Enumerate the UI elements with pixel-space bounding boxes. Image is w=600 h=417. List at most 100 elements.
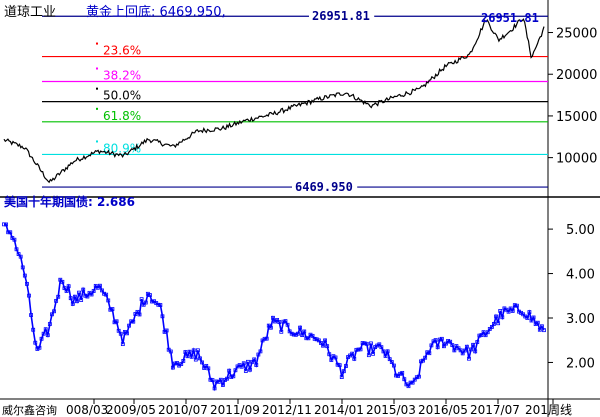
yield-point	[164, 328, 169, 333]
yield-point	[421, 358, 425, 363]
yield-point	[29, 313, 34, 317]
yield-point	[479, 333, 484, 337]
fib-bound-label-bg	[292, 179, 358, 195]
yield-point	[14, 247, 19, 252]
yield-point	[450, 343, 455, 348]
fib-level-label: 61.8%	[103, 109, 141, 123]
fib-level-label: 50.0%	[103, 89, 141, 103]
yield-point	[350, 351, 355, 356]
yield-point	[406, 384, 411, 389]
yield-point	[444, 341, 448, 346]
y-tick-label: 10000	[556, 152, 597, 167]
y-tick-label: 20000	[556, 68, 597, 83]
yield-point	[68, 296, 73, 301]
yield-point	[381, 349, 386, 354]
yield-point	[262, 336, 267, 341]
yield-point	[427, 351, 432, 356]
yield-point	[506, 309, 511, 314]
yield-point	[268, 325, 273, 330]
yield-point	[264, 336, 269, 341]
yield-point	[85, 294, 90, 299]
yield-point	[329, 358, 334, 362]
yield-point	[120, 342, 125, 347]
x-tick-label: 2015/03	[366, 403, 416, 417]
yield-point	[325, 344, 330, 349]
yield-point	[258, 349, 263, 354]
yield-point	[400, 370, 405, 375]
yield-point	[387, 357, 392, 362]
yield-point	[218, 377, 223, 382]
yield-point	[402, 377, 407, 382]
yield-point	[252, 357, 257, 362]
yield-point	[339, 375, 344, 379]
yield-point	[112, 320, 117, 325]
yield-point	[304, 336, 309, 341]
yield-point	[464, 344, 469, 349]
yield-point	[131, 319, 136, 324]
yield-point	[206, 366, 211, 371]
fib-bound-label: 26951.81	[312, 9, 370, 23]
y-tick-label: 25000	[556, 27, 597, 42]
yield-point	[195, 348, 200, 353]
yield-point	[462, 348, 467, 353]
x-tick-label: 2016/05	[418, 403, 468, 417]
yield-point	[456, 346, 461, 351]
yield-point	[41, 331, 46, 336]
x-tick-label: 201	[525, 403, 548, 417]
yield-point	[437, 337, 442, 342]
fib-bound-label: 6469.950	[295, 180, 353, 194]
yield-point	[248, 367, 252, 372]
yield-point	[398, 371, 403, 376]
fib-level-label: 23.6%	[103, 44, 141, 58]
yield-point	[160, 314, 165, 319]
yield-point	[341, 369, 346, 374]
yield-point	[66, 284, 71, 289]
yield-point	[45, 333, 50, 338]
fib-level-marker	[96, 140, 98, 143]
yield-point	[81, 287, 86, 292]
yield-point	[364, 341, 369, 346]
yield-point	[369, 341, 373, 346]
yield-point	[496, 321, 501, 326]
y-tick-label: 3.00	[566, 312, 595, 327]
yield-point	[250, 359, 255, 364]
yield-point	[410, 380, 415, 385]
yield-point	[229, 375, 234, 379]
period-label: 周线	[548, 403, 572, 417]
yield-point	[22, 273, 27, 278]
yield-point	[233, 368, 238, 373]
yield-point	[512, 303, 517, 308]
yield-point	[31, 327, 36, 332]
yield-point	[510, 309, 515, 313]
x-tick-label: 2009/05	[106, 403, 156, 417]
yield-point	[458, 348, 463, 353]
yield-point	[298, 325, 302, 330]
yield-point	[70, 302, 75, 306]
yield-point	[489, 325, 494, 329]
yield-point	[37, 345, 42, 350]
yield-point	[231, 374, 236, 379]
yield-point	[143, 300, 148, 305]
yield-point	[148, 293, 152, 297]
yield-point	[414, 375, 419, 380]
yield-point	[487, 327, 492, 331]
yield-point	[302, 329, 307, 334]
yield-point	[95, 285, 100, 290]
yield-point	[91, 289, 96, 293]
yield-point	[514, 303, 519, 308]
yield-point	[77, 290, 81, 295]
yield-point	[452, 348, 457, 353]
y-tick-label: 15000	[556, 110, 597, 125]
yield-point	[106, 298, 111, 303]
yield-point	[185, 354, 190, 359]
yield-point	[337, 363, 342, 368]
yield-point	[271, 315, 275, 320]
yield-point	[208, 377, 213, 382]
yield-point	[335, 362, 340, 367]
yield-point	[191, 348, 196, 353]
yield-point	[429, 343, 434, 348]
yield-point	[446, 338, 450, 343]
x-tick-label: 2017/07	[470, 403, 520, 417]
yield-point	[483, 333, 488, 338]
